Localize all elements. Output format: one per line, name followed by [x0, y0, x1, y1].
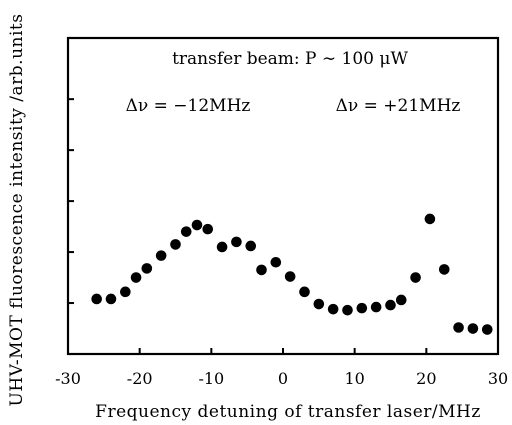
data-point [141, 263, 153, 274]
x-tick-labels: -30 -20 -10 0 10 20 30 [55, 369, 508, 388]
data-point [284, 271, 296, 282]
x-tick-label: -30 [55, 369, 81, 388]
x-tick-label: 0 [278, 369, 288, 388]
data-point [424, 213, 436, 225]
data-point [180, 226, 192, 237]
data-point [395, 294, 407, 306]
data-point [453, 322, 464, 333]
x-tick-label: -10 [198, 369, 224, 388]
data-point [170, 239, 181, 250]
data-point [313, 298, 325, 310]
annotation-detuning-left: Δν = −12MHz [126, 96, 251, 116]
data-point [438, 264, 450, 275]
y-axis-title: UHV-MOT fluorescence intensity /arb.unit… [7, 14, 27, 407]
data-point [256, 264, 267, 276]
data-point [410, 272, 421, 283]
data-point [299, 286, 310, 298]
data-point [231, 236, 242, 248]
data-point [327, 303, 339, 315]
data-point [342, 304, 353, 316]
data-point [370, 301, 382, 313]
data-point [245, 240, 257, 252]
data-point [155, 250, 167, 261]
data-point [130, 272, 142, 283]
data-point [105, 293, 117, 305]
data-point [216, 241, 228, 253]
data-point [385, 299, 396, 311]
data-point [191, 219, 203, 231]
data-point [270, 256, 282, 268]
data-point [120, 286, 131, 298]
data-points [91, 213, 493, 335]
axis-ticks [67, 98, 499, 354]
x-tick-label: 10 [344, 369, 364, 388]
annotation-transfer-beam: transfer beam: P ∼ 100 μW [172, 49, 408, 69]
data-point [356, 302, 368, 314]
data-point [91, 293, 102, 305]
data-point [202, 223, 214, 235]
annotation-detuning-right: Δν = +21MHz [336, 96, 461, 116]
x-tick-label: 20 [416, 369, 436, 388]
x-tick-label: 30 [488, 369, 508, 388]
data-point [467, 323, 479, 334]
x-axis-title: Frequency detuning of transfer laser/MHz [95, 402, 481, 422]
data-point [481, 324, 493, 335]
plot-frame [66, 36, 500, 356]
x-tick-label: -20 [127, 369, 153, 388]
